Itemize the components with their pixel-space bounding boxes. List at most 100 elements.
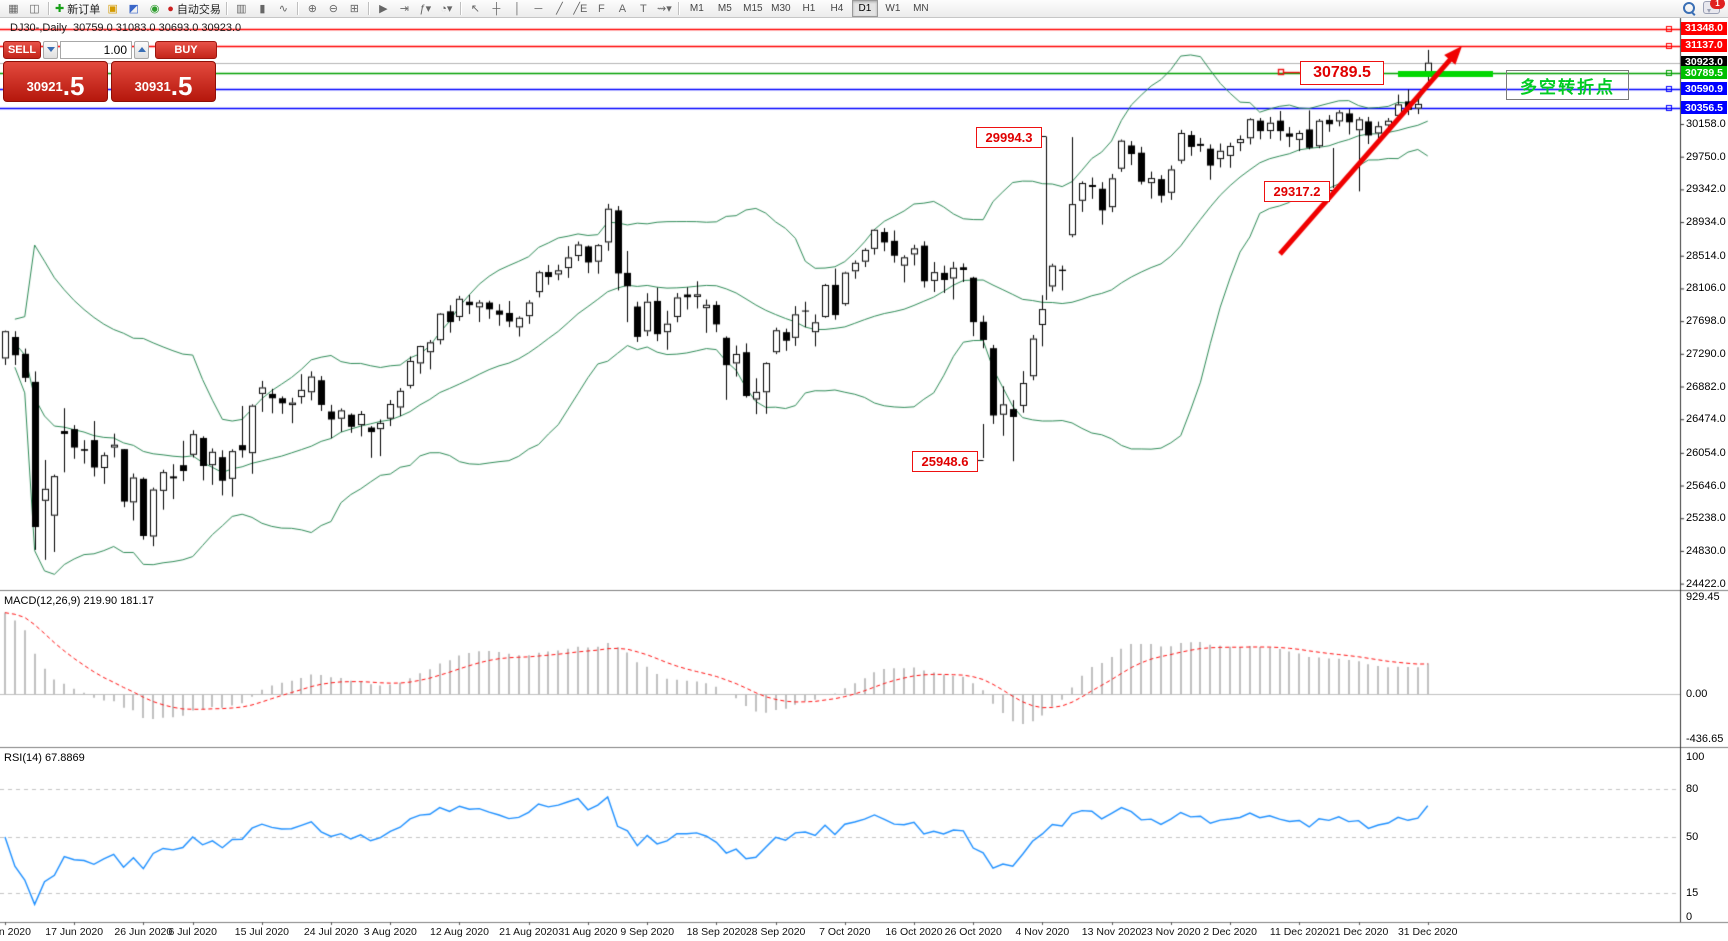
- rsi-tick-label: 0: [1686, 911, 1693, 923]
- fibonacci-tool-button[interactable]: F: [591, 1, 612, 17]
- hline-tool-icon: ─: [534, 2, 543, 15]
- line-chart-mode-icon: ∿: [278, 2, 288, 15]
- line-chart-mode-button[interactable]: ∿: [273, 1, 294, 17]
- sell-button[interactable]: SELL: [3, 40, 41, 59]
- timeframe-mn-button[interactable]: MN: [913, 3, 929, 14]
- new-order-icon: ✚: [55, 2, 65, 15]
- timeframe-d1-button[interactable]: D1: [851, 0, 878, 17]
- toolbar-separator: [225, 2, 228, 15]
- date-label: 2 Dec 2020: [1203, 926, 1257, 938]
- timeframe-h4-button[interactable]: H4: [830, 3, 844, 14]
- sell-price: 30921: [26, 79, 63, 94]
- new-chart-button[interactable]: ▦: [3, 1, 24, 17]
- timeframe-m15-button[interactable]: M15: [743, 3, 763, 14]
- periods-menu-icon: ◔▾: [440, 2, 453, 15]
- timeframe-m1-button[interactable]: M1: [689, 3, 704, 14]
- toolbox-button[interactable]: ▣: [102, 1, 123, 17]
- channel-tool-button[interactable]: ╱E: [570, 1, 591, 17]
- swing-low-callout-oct[interactable]: 25948.6: [912, 451, 978, 472]
- channel-tool-icon: ╱E: [573, 2, 588, 15]
- volume-input[interactable]: [60, 40, 132, 59]
- arrows-tool-icon: ⇝▾: [657, 2, 672, 15]
- macd-tick-label: 0.00: [1686, 688, 1708, 700]
- toolbar-separator: [296, 2, 299, 15]
- macd-tick-label: 929.45: [1686, 591, 1720, 604]
- trendline-tool-button[interactable]: ╱: [549, 1, 570, 17]
- macd-tick-label: -436.65: [1686, 733, 1724, 746]
- date-label: 7 Oct 2020: [819, 926, 871, 938]
- price-tick-label: 28514.0: [1686, 249, 1726, 262]
- toolbar: ▦ ◫ ✚ 新订单 ▣ ◩ ◉ ● 自动交易 ▥ ▮ ∿ ⊕ ⊖ ⊞ ▶ ⇥ ƒ▾ ◔▾ ↖ ┼ │ ─ ╱ ╱E F A T ⇝▾ M1…: [0, 0, 1728, 18]
- price-tick-label: 24422.0: [1686, 577, 1726, 590]
- new-chart-icon: ▦: [8, 2, 19, 15]
- notifications-icon[interactable]: 1: [1703, 0, 1725, 14]
- buy-price-tile[interactable]: 30931.5: [111, 61, 216, 102]
- auto-scroll-button[interactable]: ▶: [373, 1, 394, 17]
- periods-menu-button[interactable]: ◔▾: [436, 1, 457, 17]
- resistance-line-2-price-label: 31137.0: [1681, 38, 1727, 52]
- swing-high-callout[interactable]: 29994.3: [976, 127, 1042, 148]
- date-label: 6 Jul 2020: [168, 926, 217, 938]
- turning-point-note[interactable]: 多空转折点: [1506, 70, 1629, 100]
- date-label: 26 Jun 2020: [114, 926, 173, 938]
- chart-shift-button[interactable]: ⇥: [394, 1, 415, 17]
- bar-chart-mode-button[interactable]: ▥: [231, 1, 252, 17]
- one-click-trading-panel: SELL BUY 30921.5 30931.5: [3, 40, 218, 102]
- timeframe-w1-button[interactable]: W1: [885, 3, 901, 14]
- algo-trading-button[interactable]: ● 自动交易: [165, 1, 223, 17]
- swing-low-callout-dec[interactable]: 29317.2: [1264, 181, 1330, 202]
- label-tool-icon: T: [640, 2, 647, 15]
- market-watch-button[interactable]: ◩: [123, 1, 144, 17]
- buy-button[interactable]: BUY: [155, 40, 217, 59]
- timeframe-h1-button[interactable]: H1: [802, 3, 816, 14]
- volume-decrease-button[interactable]: [43, 40, 58, 59]
- candle-chart-mode-icon: ▮: [259, 2, 266, 15]
- tile-windows-button[interactable]: ⊞: [344, 1, 365, 17]
- search-icon[interactable]: [1683, 1, 1695, 14]
- cursor-tool-button[interactable]: ↖: [465, 1, 486, 17]
- chart-profiles-button[interactable]: ◫: [24, 1, 45, 17]
- breakout-price-callout[interactable]: 30789.5: [1300, 61, 1384, 85]
- toolbar-separator: [48, 2, 50, 15]
- date-label: 21 Aug 2020: [499, 926, 559, 938]
- support-line-1-price-label: 30590.9: [1681, 82, 1727, 96]
- new-order-button[interactable]: ✚ 新订单: [53, 1, 102, 17]
- zoom-in-button[interactable]: ⊕: [302, 1, 323, 17]
- toolbar-separator: [677, 2, 680, 15]
- price-tick-label: 28934.0: [1686, 216, 1726, 229]
- tile-windows-icon: ⊞: [349, 2, 359, 15]
- price-tick-label: 26474.0: [1686, 413, 1726, 426]
- date-label: 12 Aug 2020: [429, 926, 489, 938]
- hline-tool-button[interactable]: ─: [528, 1, 549, 17]
- sell-price-tile[interactable]: 30921.5: [3, 61, 108, 102]
- date-label: 18 Sep 2020: [686, 926, 747, 938]
- date-label: 31 Aug 2020: [558, 926, 618, 938]
- timeframe-m30-button[interactable]: M30: [771, 3, 791, 14]
- candle-chart-mode-button[interactable]: ▮: [252, 1, 273, 17]
- vline-tool-button[interactable]: │: [507, 1, 528, 17]
- auto-scroll-icon: ▶: [379, 2, 388, 15]
- arrows-tool-button[interactable]: ⇝▾: [654, 1, 675, 17]
- label-tool-button[interactable]: T: [633, 1, 654, 17]
- date-label: 13 Nov 2020: [1081, 926, 1142, 938]
- date-label: 31 Dec 2020: [1397, 926, 1458, 938]
- timeframe-m5-button[interactable]: M5: [717, 3, 732, 14]
- crosshair-tool-button[interactable]: ┼: [486, 1, 507, 17]
- price-tick-label: 30158.0: [1686, 118, 1726, 130]
- toolbar-right-icons: 1: [1683, 0, 1725, 14]
- cursor-tool-icon: ↖: [470, 2, 480, 15]
- signals-button[interactable]: ◉: [144, 1, 165, 17]
- price-tick-label: 25646.0: [1686, 479, 1726, 492]
- indicators-menu-button[interactable]: ƒ▾: [415, 1, 436, 17]
- rsi-label: RSI(14) 67.8869: [4, 752, 85, 764]
- fibonacci-tool-icon: F: [598, 2, 605, 15]
- date-label: 28 Sep 2020: [745, 926, 806, 938]
- volume-increase-button[interactable]: [134, 40, 149, 59]
- resistance-line-1-price-label: 31348.0: [1681, 21, 1727, 35]
- zoom-out-button[interactable]: ⊖: [323, 1, 344, 17]
- rsi-tick-label: 50: [1686, 831, 1699, 843]
- rsi-tick-label: 15: [1686, 887, 1699, 899]
- text-tool-button[interactable]: A: [612, 1, 633, 17]
